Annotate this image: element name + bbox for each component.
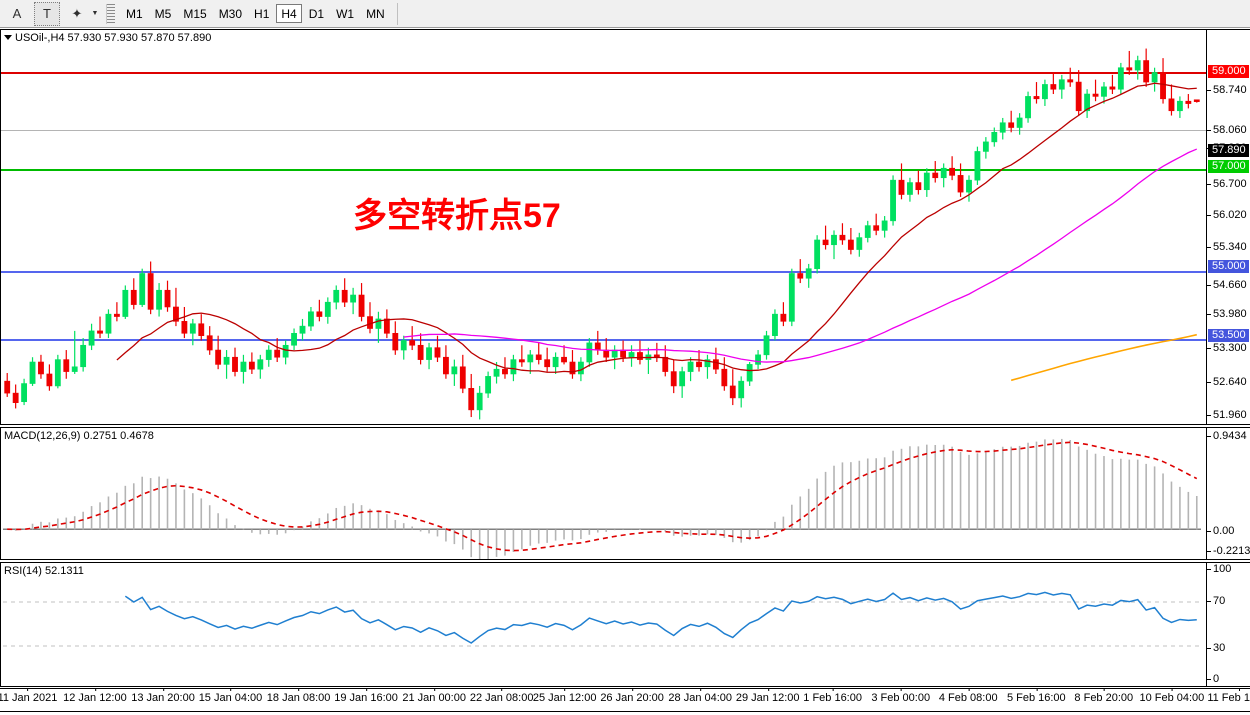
price-tick: 56.700 [1207,179,1247,190]
time-axis-label: 19 Jan 16:00 [334,688,398,704]
price-price-tag: 55.000 [1208,260,1249,273]
macd-tick: 0.9434 [1207,431,1247,442]
level-line-pivot-57[interactable] [1,169,1206,171]
level-line-resistance-59[interactable] [1,72,1206,74]
rsi-scale[interactable]: 100 70 30 0 [1207,562,1250,687]
candlestick-plot [4,48,1200,420]
price-price-tag: 57.890 [1208,144,1249,157]
time-axis-label: 8 Feb 20:00 [1074,688,1134,704]
collapse-triangle-icon[interactable] [4,34,12,40]
time-axis-label: 13 Jan 20:00 [131,688,195,704]
macd-plot [3,438,1201,559]
level-line-current-price-line[interactable] [1,130,1206,131]
text-object-icon[interactable]: T [34,1,60,26]
timeframe-m30[interactable]: M30 [218,6,243,21]
shapes-icon[interactable]: ✦ [71,5,83,21]
level-line-support-55[interactable] [1,271,1206,273]
rsi-tick: 100 [1207,564,1231,575]
price-tick: 52.640 [1207,377,1247,388]
price-tick: 53.300 [1207,343,1247,354]
price-tick: 58.060 [1207,125,1247,136]
symbol-ohlc-text: USOil-,H4 57.930 57.930 57.870 57.890 [15,32,212,44]
time-axis-label: 11 Jan 2021 [0,688,57,704]
price-tick: 58.740 [1207,85,1247,96]
time-axis-label: 3 Feb 00:00 [871,688,931,704]
rsi-panel[interactable]: RSI(14) 52.1311 [0,562,1207,687]
price-price-tag: 59.000 [1208,65,1249,78]
rsi-tick: 70 [1207,596,1225,607]
rsi-plot [3,591,1201,647]
macd-panel[interactable]: MACD(12,26,9) 0.2751 0.4678 [0,427,1207,560]
time-axis-label: 5 Feb 16:00 [1006,688,1066,704]
timeframe-d1[interactable]: D1 [308,6,325,21]
time-axis-label: 25 Jan 12:00 [532,688,597,704]
rsi-tick: 0 [1207,674,1219,685]
macd-label: MACD(12,26,9) 0.2751 0.4678 [4,430,154,442]
time-axis-label: 4 Feb 08:00 [938,688,998,704]
macd-tick: -0.2213 [1207,546,1250,557]
price-tick: 51.960 [1207,410,1247,421]
time-axis-label: 10 Feb 04:00 [1139,688,1205,704]
time-axis-label: 12 Jan 12:00 [63,688,127,704]
timeframe-h1[interactable]: H1 [254,6,270,21]
time-axis-label: 28 Jan 04:00 [668,688,733,704]
timeframe-m15[interactable]: M15 [183,6,207,21]
time-axis-label: 11 Feb 12:00 [1207,688,1250,704]
price-tick: 56.020 [1207,210,1247,221]
text-label-icon[interactable]: A [12,6,22,21]
time-axis-rule [0,711,1250,712]
timeframe-group: M1 M5 M15 M30 H1 H4 D1 W1 MN [121,4,392,23]
timeframe-m1[interactable]: M1 [126,6,143,21]
level-line-support-535[interactable] [1,339,1206,341]
timeframe-w1[interactable]: W1 [336,6,355,21]
time-axis-label: 18 Jan 08:00 [266,688,331,704]
time-axis-label: 15 Jan 04:00 [198,688,263,704]
time-axis-label: 1 Feb 16:00 [803,688,862,704]
macd-tick: 0.00 [1207,526,1234,537]
timeframe-mn[interactable]: MN [366,6,385,21]
rsi-tick: 30 [1207,643,1225,654]
timeframe-m5[interactable]: M5 [154,6,172,21]
price-chart-panel[interactable]: USOil-,H4 57.930 57.930 57.870 57.890 多空… [0,29,1207,425]
price-tick: 53.980 [1207,309,1247,320]
price-price-tag: 53.500 [1208,329,1249,342]
time-axis-label: 21 Jan 00:00 [402,688,466,704]
rsi-label: RSI(14) 52.1311 [4,565,84,577]
toolbar-divider [396,2,398,25]
chart-annotation: 多空转折点57 [353,197,561,235]
time-axis-label: 29 Jan 12:00 [735,688,800,704]
price-tick: 54.660 [1207,280,1247,291]
time-axis[interactable]: 11 Jan 2021 12 Jan 12:00 13 Jan 20:00 15 Ja… [0,688,1250,715]
price-tick: 55.340 [1207,242,1247,253]
symbol-label: USOil-,H4 57.930 57.930 57.870 57.890 [4,32,211,44]
macd-scale[interactable]: 0.9434 0.00 -0.2213 [1207,427,1250,560]
time-axis-label: 26 Jan 20:00 [600,688,664,704]
price-scale[interactable]: 58.74058.06057.38056.70056.02055.34054.6… [1207,29,1250,453]
timeframe-h4[interactable]: H4 [276,4,302,23]
chevron-down-icon[interactable]: ▼ [91,10,99,17]
toolbar: A T ✦ ▼ M1 M5 M15 M30 H1 H4 D1 W1 MN [0,0,1250,28]
toolbar-grip[interactable] [106,3,115,24]
time-axis-label: 22 Jan 08:00 [469,688,534,704]
price-price-tag: 57.000 [1208,160,1249,173]
